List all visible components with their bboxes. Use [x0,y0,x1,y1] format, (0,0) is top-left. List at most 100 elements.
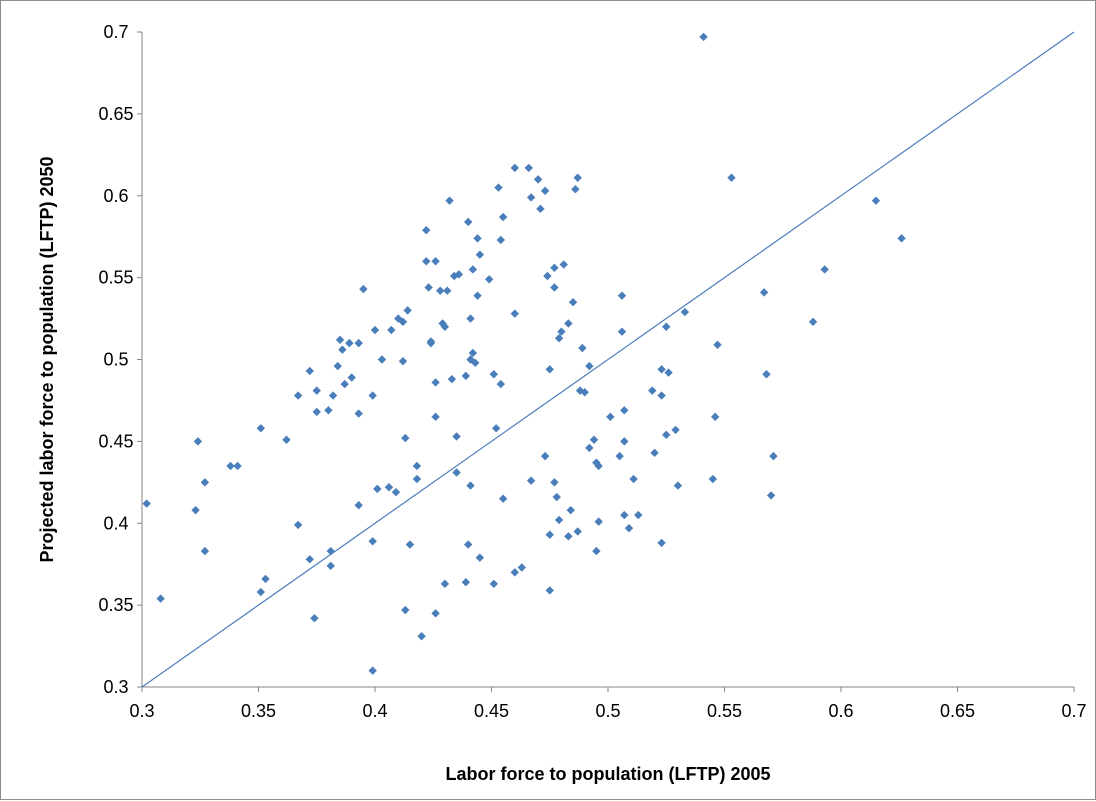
data-point [592,546,601,556]
data-point [620,437,629,446]
data-point [431,257,440,266]
data-point [491,424,501,433]
data-point [671,425,680,435]
data-point [436,286,445,295]
data-point [496,235,506,245]
data-point [617,327,627,336]
y-tick-label: 0.45 [98,431,133,451]
x-axis-title: Labor force to population (LFTP) 2005 [445,764,770,784]
data-point [464,217,473,227]
data-point [335,335,345,345]
x-tick-label: 0.55 [707,701,742,721]
data-point [445,196,454,205]
data-point [524,163,533,173]
y-tick-label: 0.35 [98,595,133,615]
data-point [431,378,440,387]
data-point [510,163,519,173]
data-point [226,461,235,471]
data-point [354,338,363,348]
data-point [391,487,401,497]
data-point [762,370,771,379]
data-point [578,343,587,353]
data-point [617,291,627,300]
data-point [545,586,554,595]
data-point [517,563,526,572]
reference-line-segment [141,31,1075,688]
data-point [510,568,519,577]
data-point [412,474,422,484]
x-tick-label: 0.4 [362,701,387,721]
data-point [871,196,881,205]
data-point [468,265,478,274]
data-point [550,283,559,292]
data-point [571,185,580,194]
data-point [426,338,436,348]
data-point [550,263,559,272]
y-tick-label: 0.3 [103,677,128,697]
data-point [422,225,431,235]
data-point [564,319,573,328]
data-point [475,553,485,562]
data-points [142,32,906,675]
data-point [454,270,464,279]
y-tick-label: 0.55 [98,268,133,288]
data-point [494,183,503,192]
y-tick-label: 0.4 [103,513,128,533]
x-tick-label: 0.45 [474,701,509,721]
data-point [820,265,829,274]
data-point [466,314,475,323]
data-point [594,461,603,471]
data-point [326,546,335,556]
data-point [489,370,499,379]
data-point [566,505,575,515]
x-tick-label: 0.7 [1061,701,1086,721]
data-point [554,334,564,343]
data-point [540,186,550,196]
data-point [233,461,242,471]
data-point [580,388,589,397]
data-point [440,322,450,331]
axes [137,31,1075,692]
data-point [359,284,368,294]
data-point [526,476,536,485]
data-point [592,458,601,467]
data-point [620,510,629,520]
data-point [496,379,506,389]
data-point [293,520,303,530]
data-point [401,605,410,615]
data-point [568,297,578,307]
data-point [673,481,683,490]
data-point [650,448,659,458]
data-point [310,614,319,623]
data-point [727,173,736,182]
data-point [536,204,545,214]
data-point [498,212,508,222]
x-tick-label: 0.5 [595,701,620,721]
data-point [629,474,638,484]
data-point [585,443,594,453]
tick-labels: 0.3 0.35 0.4 0.45 0.5 0.55 0.6 0.65 0.7 0.3 0.35 0.… [98,22,1086,721]
data-point [648,386,657,395]
data-point [293,391,303,400]
y-tick-label: 0.7 [103,22,128,42]
data-point [708,474,718,484]
data-point [473,291,482,300]
data-point [340,379,349,389]
y-axis-title: Projected labor force to population (LFT… [37,156,57,562]
data-point [305,555,314,564]
data-point [473,234,482,243]
data-point [766,491,776,500]
data-point [680,307,690,317]
data-point [564,532,573,541]
data-point [440,579,450,589]
data-point [662,430,671,440]
data-point [142,499,151,508]
data-point [552,492,561,502]
data-point [452,468,461,477]
data-point [312,407,321,417]
x-tick-label: 0.6 [828,701,853,721]
y-tick-label: 0.65 [98,104,133,124]
data-point [261,574,270,584]
data-point [401,433,410,443]
data-point [461,371,471,381]
